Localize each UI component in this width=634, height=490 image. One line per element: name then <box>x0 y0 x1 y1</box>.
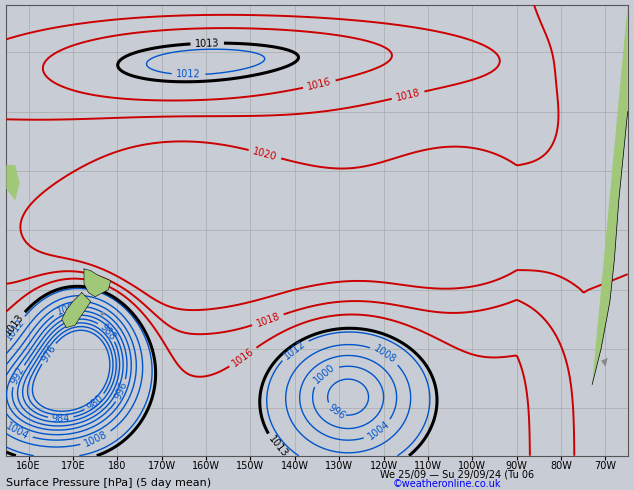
Text: 1016: 1016 <box>230 346 256 368</box>
Text: 1000: 1000 <box>312 363 337 386</box>
Text: 1016: 1016 <box>306 76 332 92</box>
Text: 1012: 1012 <box>3 316 26 342</box>
Text: 1013: 1013 <box>195 38 219 49</box>
Text: 988: 988 <box>98 321 117 342</box>
Text: 976: 976 <box>39 343 58 364</box>
Polygon shape <box>601 358 608 367</box>
Text: 992: 992 <box>9 365 26 386</box>
Polygon shape <box>84 269 111 297</box>
Text: 1008: 1008 <box>83 429 110 449</box>
Text: 980: 980 <box>85 393 105 413</box>
Text: 1000: 1000 <box>55 300 82 317</box>
Text: 1012: 1012 <box>176 70 201 80</box>
Text: 1013: 1013 <box>3 312 26 337</box>
Text: 996: 996 <box>113 380 130 401</box>
Polygon shape <box>62 293 91 328</box>
Text: 1013: 1013 <box>266 434 289 459</box>
Text: 1012: 1012 <box>281 338 307 361</box>
Text: 1018: 1018 <box>395 87 421 103</box>
Text: We 25/09 — Su 29/09/24 (Tu 06: We 25/09 — Su 29/09/24 (Tu 06 <box>380 469 534 479</box>
Polygon shape <box>6 165 20 200</box>
Text: 996: 996 <box>326 402 347 421</box>
Text: Surface Pressure [hPa] (5 day mean): Surface Pressure [hPa] (5 day mean) <box>6 478 212 488</box>
Text: 1008: 1008 <box>372 344 398 366</box>
Text: 1004: 1004 <box>4 421 30 441</box>
Text: 1020: 1020 <box>252 146 278 162</box>
Polygon shape <box>592 5 628 385</box>
Text: 1004: 1004 <box>366 419 391 442</box>
Text: 984: 984 <box>51 413 70 423</box>
Text: ©weatheronline.co.uk: ©weatheronline.co.uk <box>393 479 501 489</box>
Text: 1018: 1018 <box>255 311 281 329</box>
